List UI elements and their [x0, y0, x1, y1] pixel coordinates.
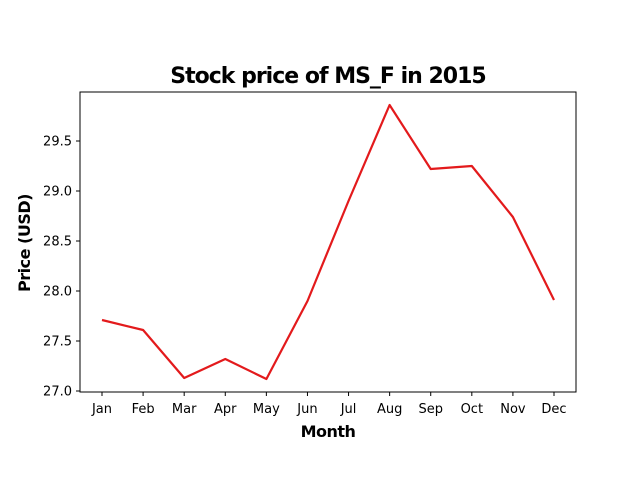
y-tick-label: 28.0	[43, 285, 72, 300]
y-tick-label: 28.5	[43, 235, 72, 250]
chart-title: Stock price of MS_F in 2015	[170, 64, 485, 89]
x-tick-label: Mar	[172, 402, 197, 417]
x-tick-label: Jun	[296, 402, 317, 417]
y-tick-label: 29.0	[43, 185, 72, 200]
x-tick-label: Feb	[132, 402, 155, 417]
x-tick-label: Aug	[377, 402, 402, 417]
plot-frame	[79, 91, 577, 393]
x-tick-label: May	[253, 402, 280, 417]
series-line	[101, 103, 555, 381]
y-tick-label: 27.0	[43, 385, 72, 400]
x-tick-label: Dec	[541, 402, 566, 417]
y-tick-label: 27.5	[43, 335, 72, 350]
y-tick-label: 29.5	[43, 135, 72, 150]
x-axis-label: Month	[301, 422, 356, 441]
x-tick-label: Sep	[418, 402, 443, 417]
x-tick-label: Apr	[214, 402, 237, 417]
x-tick-label: Nov	[500, 402, 526, 417]
x-tick-label: Jul	[340, 402, 357, 417]
x-tick-label: Oct	[461, 402, 483, 417]
x-tick-label: Jan	[91, 402, 112, 417]
y-axis-label: Price (USD)	[15, 194, 34, 292]
plot-area: Jan Feb Mar Apr May Jun Jul Aug Sep Oct Nov Dec 27.0…	[43, 91, 577, 417]
